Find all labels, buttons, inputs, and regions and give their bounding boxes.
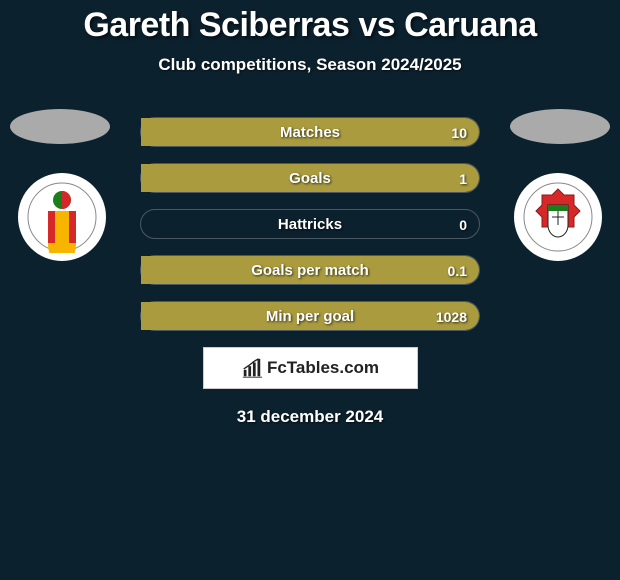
brand-text: FcTables.com <box>267 358 379 378</box>
comparison-subtitle: Club competitions, Season 2024/2025 <box>0 55 620 75</box>
comparison-arena: Matches10Goals1Hattricks0Goals per match… <box>0 117 620 331</box>
player-silhouette-right <box>510 109 610 144</box>
stat-row: Goals per match0.1 <box>140 255 480 285</box>
stat-value-right: 1 <box>459 164 467 194</box>
bar-chart-icon <box>241 357 263 379</box>
club-badge-right <box>514 173 602 261</box>
snapshot-date: 31 december 2024 <box>0 407 620 427</box>
stat-row: Min per goal1028 <box>140 301 480 331</box>
stat-label: Matches <box>141 118 479 148</box>
stat-label: Goals <box>141 164 479 194</box>
comparison-title: Gareth Sciberras vs Caruana <box>0 0 620 45</box>
stat-rows: Matches10Goals1Hattricks0Goals per match… <box>140 117 480 331</box>
stat-value-right: 0 <box>459 210 467 240</box>
stat-value-right: 10 <box>451 118 467 148</box>
brand-badge: FcTables.com <box>203 347 418 389</box>
stat-value-right: 1028 <box>436 302 467 332</box>
stat-label: Goals per match <box>141 256 479 286</box>
stat-row: Hattricks0 <box>140 209 480 239</box>
stat-label: Min per goal <box>141 302 479 332</box>
stat-row: Goals1 <box>140 163 480 193</box>
player-silhouette-left <box>10 109 110 144</box>
stat-value-right: 0.1 <box>448 256 467 286</box>
stat-row: Matches10 <box>140 117 480 147</box>
club-badge-left <box>18 173 106 261</box>
stat-label: Hattricks <box>141 210 479 240</box>
